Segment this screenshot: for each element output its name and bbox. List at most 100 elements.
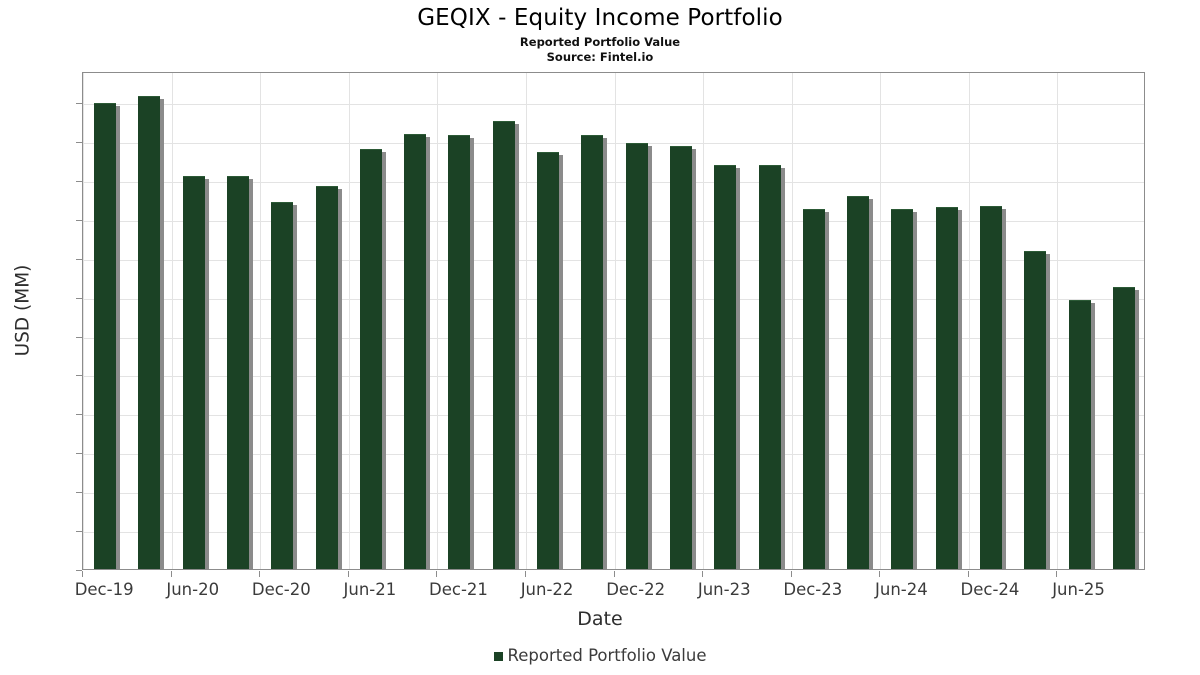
gridline-horizontal [83,415,1144,417]
bar[interactable] [359,148,386,569]
bar[interactable] [1024,250,1051,569]
x-tick-label: Jun-20 [166,580,220,599]
bar[interactable] [581,135,608,569]
y-tick-mark [76,336,82,338]
gridline-vertical [525,73,527,569]
bar[interactable] [1112,286,1139,569]
plot-area [82,72,1145,570]
bar[interactable] [138,96,165,569]
x-tick-mark [613,571,615,577]
bar[interactable] [94,103,121,569]
bar-body [847,195,870,569]
bar[interactable] [1068,299,1095,569]
bar[interactable] [315,185,342,569]
bar-body [625,142,648,569]
bar[interactable] [537,151,564,569]
bar-shadow [646,145,652,569]
chart-source: Source: Fintel.io [546,50,654,64]
x-tick-mark [790,571,792,577]
gridline-vertical [703,73,705,569]
bar-shadow [558,154,564,569]
gridline-vertical [83,73,84,569]
y-tick-mark [76,180,82,182]
gridlines [83,73,1144,569]
bar-body [1024,250,1047,569]
bar[interactable] [891,209,918,569]
gridline-vertical [260,73,262,569]
legend: Reported Portfolio Value [0,647,1200,665]
bar-shadow [735,168,741,569]
gridline-horizontal [83,181,1144,183]
x-tick-label: Dec-19 [74,580,134,599]
bar-shadow [690,148,696,569]
bar-body [271,202,294,569]
gridline-vertical [171,73,173,569]
bar-body [359,148,382,569]
bar-shadow [513,123,519,569]
bar[interactable] [714,165,741,569]
bar-shadow [602,138,608,569]
x-tick-mark [170,571,172,577]
gridline-horizontal [83,337,1144,339]
x-tick-label: Dec-23 [783,580,843,599]
bar-shadow [115,106,121,569]
bar[interactable] [758,165,785,569]
bar[interactable] [227,176,254,569]
x-tick-label: Jun-24 [875,580,928,599]
bar-shadow [912,212,918,569]
bar-shadow [469,138,475,569]
x-tick-mark [967,571,969,577]
bar[interactable] [404,134,431,569]
bar-shadow [425,137,431,569]
gridline-horizontal [83,220,1144,222]
gridline-horizontal [83,454,1144,456]
bar-body [537,151,560,569]
bar[interactable] [625,142,652,569]
bar[interactable] [271,202,298,569]
bar[interactable] [847,195,874,569]
bar-shadow [1000,209,1006,569]
bar-shadow [868,198,874,569]
bar[interactable] [182,176,209,569]
x-tick-mark [1056,571,1058,577]
bar-body [315,185,338,569]
y-tick-mark [76,414,82,416]
bar-body [448,135,471,569]
bar-shadow [1133,289,1139,569]
x-tick-mark [879,571,881,577]
bar-body [669,145,692,569]
gridline-horizontal [83,532,1144,534]
bar-body [1112,286,1135,569]
y-tick-mark [76,142,82,144]
y-tick-mark [76,219,82,221]
page-title: GEQIX - Equity Income Portfolio [417,5,783,31]
bar-shadow [336,188,342,569]
gridline-horizontal [83,259,1144,261]
bar-shadow [203,179,209,569]
bar[interactable] [979,206,1006,569]
bar-body [979,206,1002,569]
chart-subtitle: Reported Portfolio Value [519,35,681,49]
bar-shadow [1045,253,1051,569]
bar-body [802,209,825,569]
gridline-vertical [614,73,616,569]
gridline-horizontal [83,143,1144,145]
gridline-horizontal [83,376,1144,378]
square-marker-icon [493,651,503,661]
bar[interactable] [935,207,962,569]
x-tick-label: Jun-22 [520,580,574,599]
bars-layer [83,73,1144,569]
bar[interactable] [448,135,475,569]
bar[interactable] [802,209,829,569]
bar-shadow [380,151,386,569]
gridline-vertical [437,73,439,569]
bar[interactable] [669,145,696,569]
gridline-vertical [791,73,793,569]
y-tick-mark [76,258,82,260]
y-tick-mark [76,531,82,533]
gridline-horizontal [83,493,1144,495]
bar-body [182,176,205,569]
bar-body [581,135,604,569]
bar-body [404,134,427,569]
bar[interactable] [492,120,519,569]
